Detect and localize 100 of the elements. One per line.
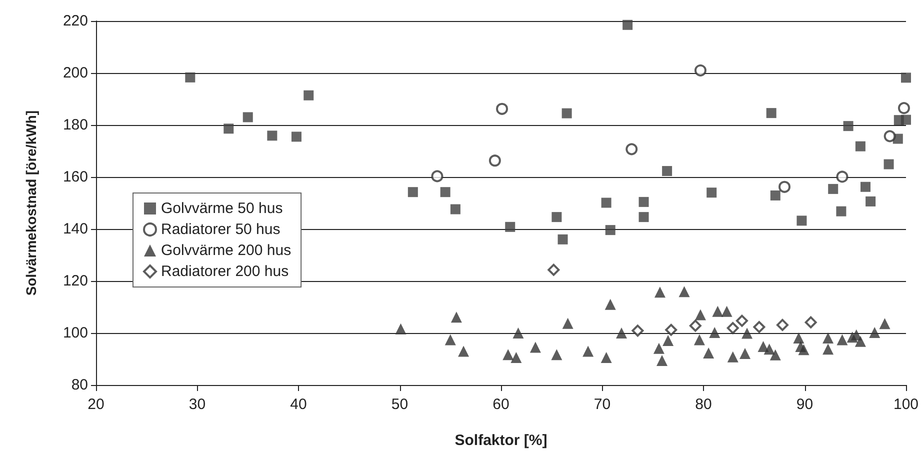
y-tick-label: 180 — [62, 116, 88, 134]
x-tick-label: 40 — [290, 396, 307, 413]
point — [408, 187, 418, 198]
point — [548, 264, 560, 276]
point — [778, 180, 790, 193]
y-tick-label: 80 — [71, 376, 88, 394]
point — [185, 72, 196, 82]
point — [884, 130, 896, 142]
point — [502, 349, 514, 360]
point — [694, 309, 706, 320]
x-tick-label: 20 — [88, 396, 104, 413]
point — [530, 342, 541, 353]
point — [431, 170, 444, 182]
point — [662, 335, 674, 346]
point — [706, 188, 717, 198]
point — [798, 344, 810, 356]
x-axis-title: Solfaktor [%] — [454, 432, 548, 449]
point — [828, 184, 838, 194]
point — [709, 326, 720, 338]
y-tick-label: 160 — [62, 168, 88, 186]
point — [869, 326, 880, 338]
point — [721, 306, 732, 317]
point — [600, 352, 612, 363]
point — [291, 132, 302, 142]
point — [665, 324, 678, 336]
point — [793, 332, 804, 344]
y-tick-label: 120 — [62, 272, 88, 290]
point — [496, 102, 508, 115]
y-tick-label: 200 — [62, 64, 88, 82]
y-tick-label: 100 — [62, 324, 88, 342]
point — [224, 124, 234, 134]
point — [727, 351, 738, 362]
x-tick-label: 30 — [188, 396, 206, 413]
point — [395, 323, 406, 334]
point — [601, 198, 612, 208]
point — [582, 346, 594, 357]
point — [444, 334, 456, 346]
point — [440, 187, 450, 198]
point — [854, 336, 866, 347]
point — [510, 352, 522, 363]
point — [726, 322, 739, 334]
point — [860, 182, 870, 192]
x-tick-label: 70 — [594, 396, 611, 413]
point — [304, 90, 314, 100]
point — [562, 108, 572, 118]
point — [740, 348, 751, 360]
point — [796, 216, 807, 226]
point — [505, 222, 516, 232]
point — [242, 112, 253, 122]
point — [770, 190, 780, 200]
point — [901, 72, 911, 83]
point — [884, 159, 894, 170]
point — [662, 166, 672, 176]
point — [866, 196, 876, 206]
y-tick-label: 220 — [62, 12, 88, 30]
point — [512, 328, 524, 338]
point — [638, 196, 649, 207]
point — [712, 306, 724, 317]
legend-label: Radiatorer 200 hus — [161, 263, 289, 280]
x-tick-label: 100 — [893, 396, 919, 413]
point — [898, 102, 910, 114]
point — [855, 141, 866, 152]
point — [770, 349, 781, 360]
point — [836, 334, 848, 346]
point — [901, 114, 911, 125]
point — [450, 204, 460, 214]
point — [626, 143, 638, 156]
point — [804, 316, 817, 328]
point — [736, 314, 748, 327]
point — [689, 320, 702, 332]
point — [879, 318, 890, 330]
point — [753, 321, 766, 334]
point — [450, 312, 462, 323]
point — [678, 286, 690, 298]
point — [843, 121, 854, 132]
point — [632, 324, 644, 337]
point — [604, 298, 616, 310]
x-tick-label: 80 — [695, 396, 712, 413]
point — [558, 234, 568, 244]
point — [267, 130, 278, 141]
y-tick-label: 140 — [62, 220, 88, 238]
legend-label: Golvvärme 50 hus — [161, 200, 283, 217]
x-tick-label: 90 — [796, 396, 814, 413]
point — [742, 328, 753, 339]
point — [822, 332, 834, 344]
point — [638, 212, 649, 222]
point — [488, 154, 501, 167]
legend-label: Radiatorer 50 hus — [161, 221, 280, 238]
x-tick-label: 60 — [492, 396, 510, 413]
point — [616, 328, 627, 338]
point — [764, 344, 775, 355]
point — [776, 318, 788, 331]
point — [622, 20, 633, 30]
point — [605, 225, 616, 236]
y-axis-title: Solvärmekostnad [öre/kWh] — [23, 110, 39, 296]
point — [836, 206, 846, 216]
point — [458, 346, 470, 357]
point — [654, 286, 666, 298]
legend-label: Golvvärme 200 hus — [161, 242, 292, 259]
point — [551, 349, 562, 360]
